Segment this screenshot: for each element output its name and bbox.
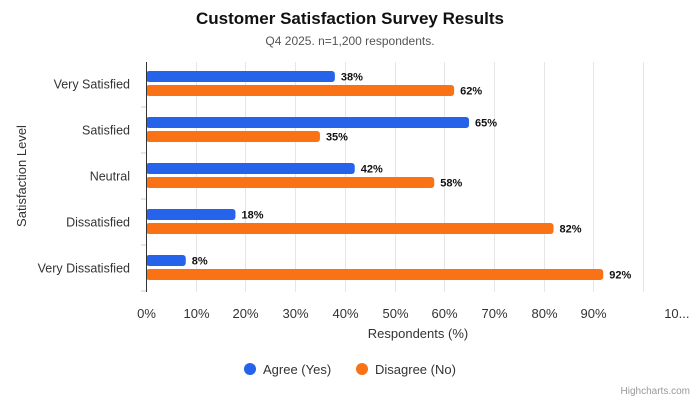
credits-link[interactable]: Highcharts.com [621,386,690,397]
data-label: 82% [560,224,582,236]
data-label: 62% [460,86,482,98]
legend-label: Disagree (No) [375,362,456,377]
bar [146,85,455,96]
bar [146,269,604,280]
bar [146,117,470,128]
x-tick-label: 10% [183,306,209,321]
data-label: 18% [241,210,263,222]
y-category-label: Very Dissatisfied [38,262,130,276]
legend-marker-icon [356,363,368,375]
x-tick-label: 80% [531,306,557,321]
x-tick-label: 20% [232,306,258,321]
y-category-label: Very Satisfied [54,78,130,92]
data-label: 38% [341,72,363,84]
bar [146,209,236,220]
x-tick-label: 90% [580,306,606,321]
bar [146,163,355,174]
y-category-label: Neutral [90,170,130,184]
x-tick-label: 60% [431,306,457,321]
bar [146,177,435,188]
data-label: 58% [440,178,462,190]
legend: Agree (Yes) Disagree (No) [244,362,456,377]
data-label: 92% [609,270,631,282]
bar [146,255,186,266]
y-category-label: Satisfied [82,124,130,138]
legend-label: Agree (Yes) [263,362,331,377]
bar [146,131,320,142]
y-category-label: Dissatisfied [66,216,130,230]
x-tick-label: 40% [332,306,358,321]
chart-title: Customer Satisfaction Survey Results [196,9,504,28]
legend-item-0[interactable]: Agree (Yes) [244,362,331,377]
x-tick-label: 70% [481,306,507,321]
legend-marker-icon [244,363,256,375]
chart-subtitle: Q4 2025. n=1,200 respondents. [265,34,434,48]
bar [146,223,554,234]
bar [146,71,335,82]
x-tick-label: 50% [382,306,408,321]
x-axis-ticks: 0% 10% 20% 30% 40% 50% 60% 70% 80% 90% 10... [137,306,689,321]
y-axis-categories: Very Satisfied Satisfied Neutral Dissatisfi… [38,78,146,292]
x-tick-label: 10... [664,306,689,321]
data-label: 8% [192,256,208,268]
y-axis-label: Satisfaction Level [14,125,29,227]
data-label: 42% [361,164,383,176]
data-label: 35% [326,132,348,144]
bars: 38% 62% 65% 35% 42% 58% 18% 82% 8% 92% [146,71,631,282]
x-axis-label: Respondents (%) [368,326,468,341]
x-tick-label: 0% [137,306,156,321]
data-label: 65% [475,118,497,130]
x-tick-label: 30% [282,306,308,321]
legend-item-1[interactable]: Disagree (No) [356,362,456,377]
